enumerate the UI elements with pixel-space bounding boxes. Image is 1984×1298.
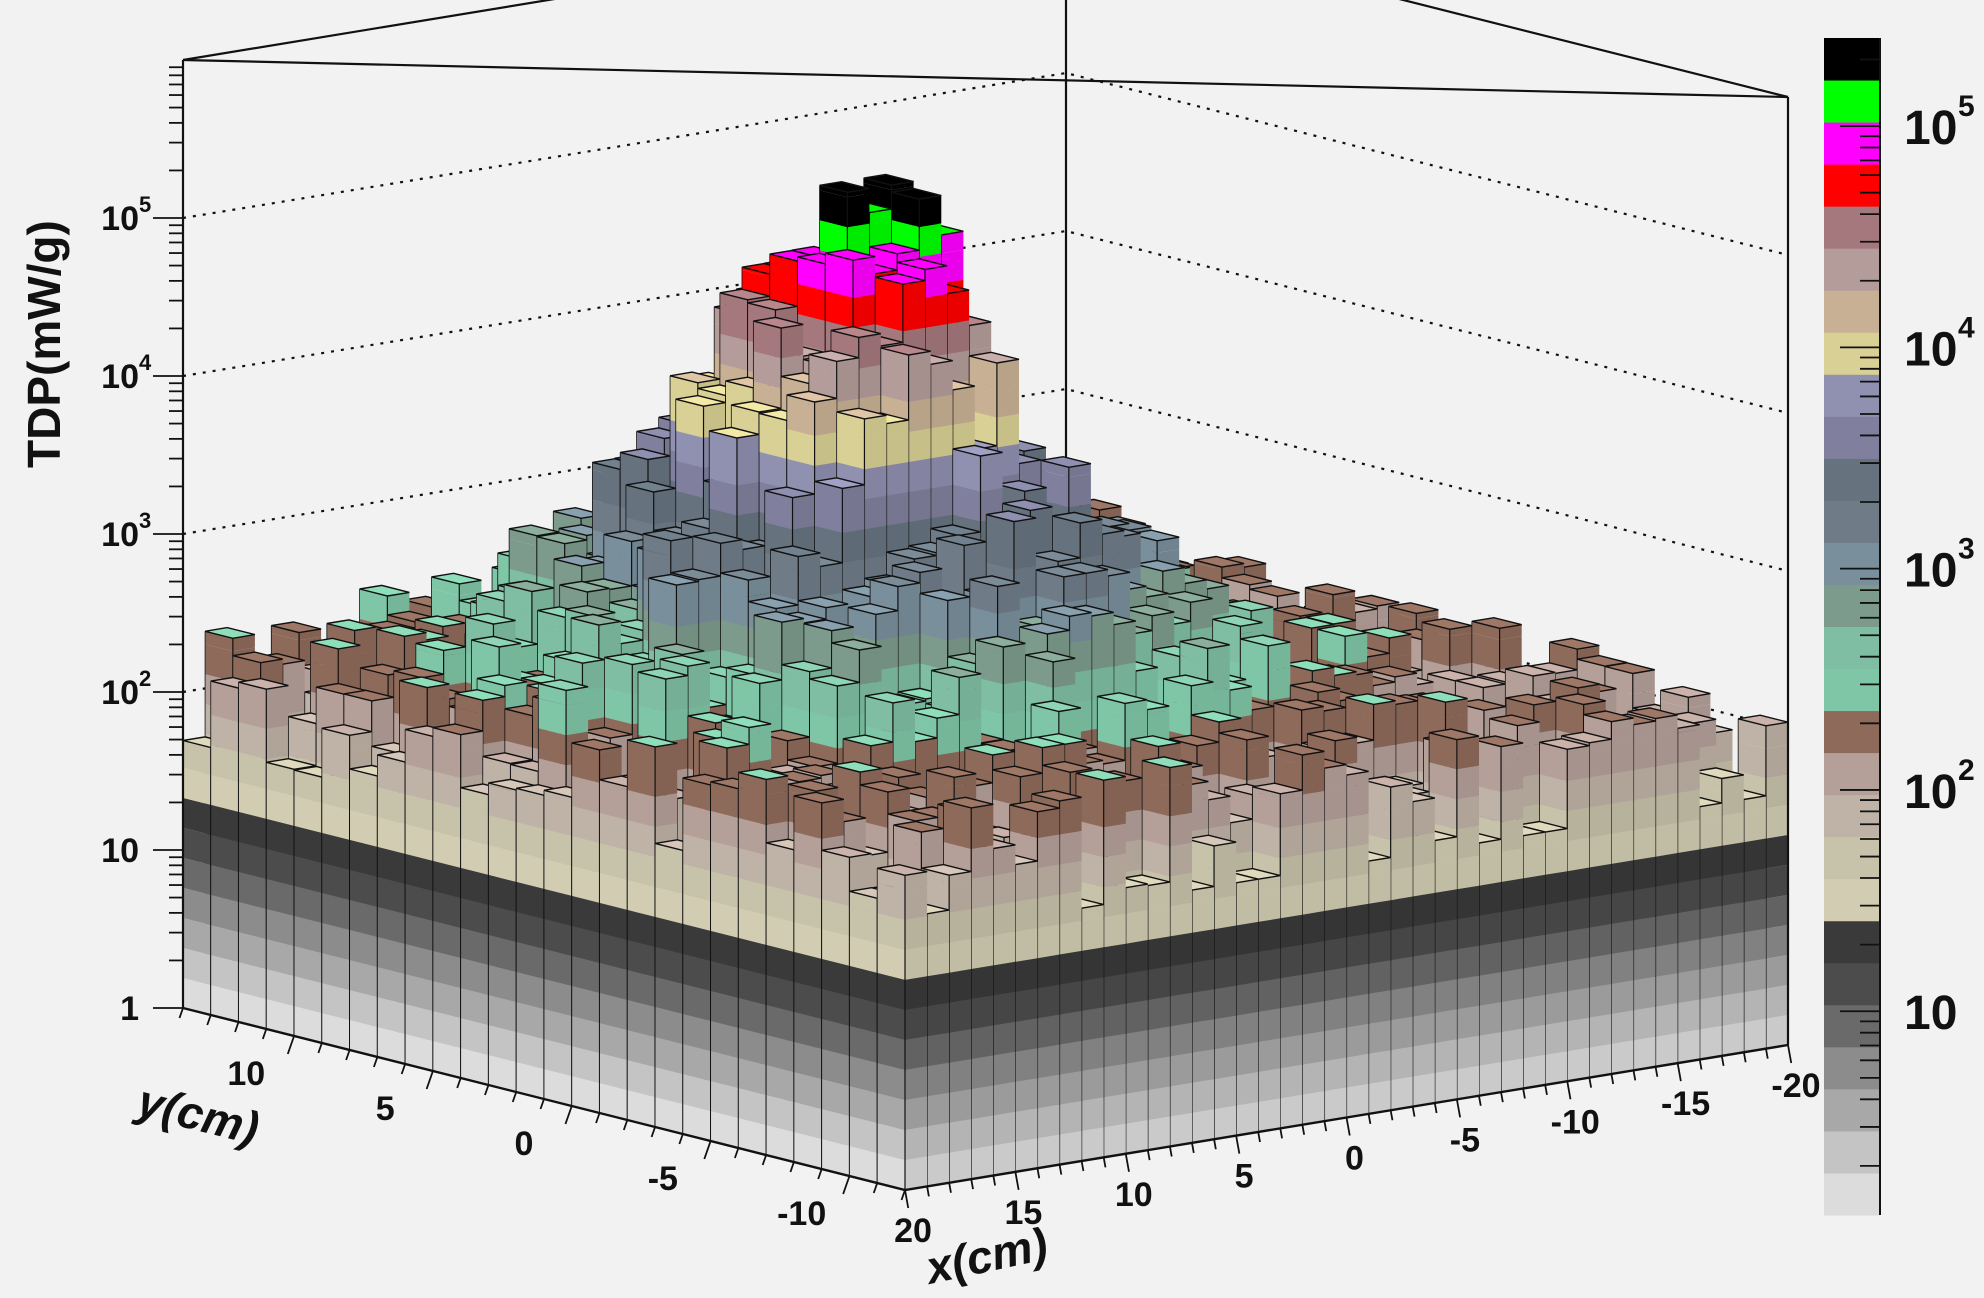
bar-top [359,584,410,597]
bar-face [359,589,388,626]
frame-edge [182,58,1789,99]
frame-edge [1398,0,1789,99]
grid-line [182,229,1789,415]
grid-line [182,71,1789,257]
bars [182,173,1789,1190]
frame-edge [182,0,556,62]
bar-face [403,599,432,619]
bar-face [266,725,289,759]
bar-face [266,695,289,729]
grid-line [182,387,1789,573]
